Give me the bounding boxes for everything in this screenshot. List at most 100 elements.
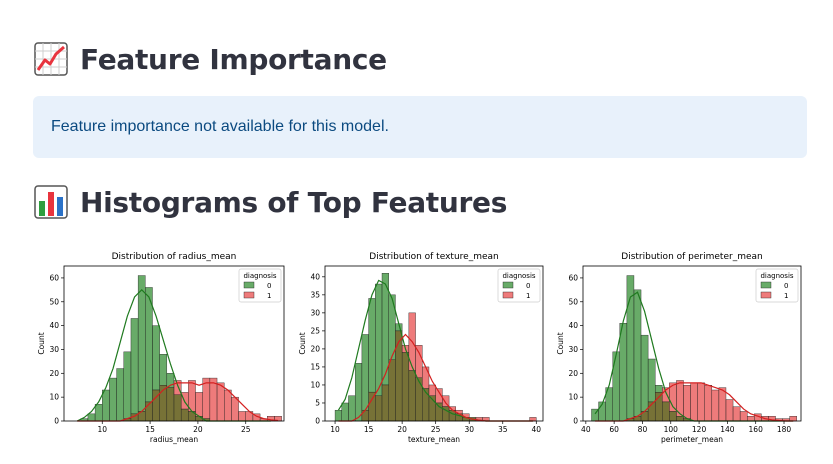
x-tick-label: 40 <box>532 425 542 434</box>
legend: diagnosis 0 1 <box>497 268 541 303</box>
histograms-header: Histograms of Top Features <box>34 185 507 219</box>
bar-diagnosis-0 <box>633 289 642 417</box>
legend-swatch-0 <box>760 281 772 289</box>
alert-text: Feature importance not available for thi… <box>51 118 389 135</box>
x-tick-label: 10 <box>97 425 107 434</box>
bar-overlap <box>388 359 396 422</box>
bar-diagnosis-1 <box>789 416 797 422</box>
legend-swatch-1 <box>243 291 255 299</box>
y-tick-label: 20 <box>310 344 320 353</box>
bar-diagnosis-1 <box>422 366 430 389</box>
bar-diagnosis-0 <box>87 413 96 422</box>
legend-title: diagnosis <box>243 272 276 280</box>
x-tick-label: 60 <box>609 425 619 434</box>
y-tick-label: 10 <box>568 393 578 402</box>
chart-title: Distribution of perimeter_mean <box>621 252 762 262</box>
y-tick-label: 30 <box>310 308 320 317</box>
x-tick-label: 100 <box>664 425 679 434</box>
bar-overlap <box>669 411 677 422</box>
x-tick-label: 180 <box>777 425 792 434</box>
legend-title: diagnosis <box>760 272 793 280</box>
chart-title: Distribution of radius_mean <box>112 252 237 262</box>
bar-overlap <box>435 402 443 422</box>
chart-radius-mean: Distribution of radius_mean 10 15 20 25 0 10 20… <box>36 246 286 456</box>
y-tick-label: 5 <box>315 398 320 407</box>
bar-diagnosis-0 <box>361 334 369 411</box>
x-tick-label: 80 <box>638 425 648 434</box>
legend-swatch-1 <box>760 291 772 299</box>
x-axis-label: radius_mean <box>150 435 198 444</box>
x-tick-label: 15 <box>364 425 374 434</box>
info-alert: Feature importance not available for thi… <box>33 96 807 158</box>
x-tick-label: 20 <box>193 425 203 434</box>
bar-diagnosis-1 <box>209 377 218 422</box>
legend: diagnosis 0 1 <box>238 268 282 303</box>
legend-label-0: 0 <box>267 282 271 290</box>
legend-label-0: 0 <box>526 282 530 290</box>
legend-swatch-1 <box>502 291 514 299</box>
bar-chart-icon <box>34 185 68 219</box>
y-tick-label: 50 <box>49 297 59 306</box>
y-tick-label: 40 <box>310 272 320 281</box>
y-tick-label: 60 <box>49 273 59 282</box>
chart-title: Distribution of texture_mean <box>369 252 498 262</box>
bar-diagnosis-1 <box>224 389 232 422</box>
bar-diagnosis-1 <box>711 389 720 422</box>
chart-perimeter-mean: Distribution of perimeter_mean 40 60 80 100 1… <box>553 246 808 456</box>
bar-diagnosis-0 <box>116 368 124 422</box>
x-tick-label: 15 <box>145 425 155 434</box>
y-axis-label: Count <box>556 332 565 354</box>
y-tick-label: 0 <box>315 417 320 426</box>
bar-diagnosis-1 <box>683 385 691 419</box>
bar-diagnosis-0 <box>159 354 168 386</box>
plot-frame <box>324 265 544 422</box>
y-tick-label: 40 <box>49 321 59 330</box>
legend-label-0: 0 <box>784 282 788 290</box>
x-tick-label: 20 <box>397 425 407 434</box>
bar-diagnosis-1 <box>195 392 203 417</box>
y-tick-label: 40 <box>568 321 578 330</box>
bar-overlap <box>422 388 430 422</box>
feature-importance-header: Feature Importance <box>34 42 387 76</box>
section-title: Feature Importance <box>80 42 387 76</box>
bar-diagnosis-0 <box>354 363 363 422</box>
legend-label-1: 1 <box>784 292 788 300</box>
bar-diagnosis-0 <box>612 351 621 422</box>
kde-diagnosis-1 <box>595 382 794 422</box>
chart-texture-mean: Distribution of texture_mean 10 15 20 25 30 35… <box>295 246 550 456</box>
bar-diagnosis-1 <box>238 411 246 422</box>
legend-swatch-0 <box>243 281 255 289</box>
x-tick-label: 25 <box>241 425 251 434</box>
x-axis-label: texture_mean <box>408 435 460 444</box>
bar-diagnosis-1 <box>415 345 423 378</box>
y-tick-label: 50 <box>568 297 578 306</box>
bar-overlap <box>408 370 416 422</box>
bar-diagnosis-0 <box>375 283 383 396</box>
y-tick-label: 10 <box>49 393 59 402</box>
bar-diagnosis-1 <box>718 387 727 422</box>
y-tick-label: 25 <box>310 326 320 335</box>
bar-overlap <box>401 352 410 422</box>
legend-label-1: 1 <box>267 292 271 300</box>
bar-overlap <box>173 394 182 422</box>
bar-diagnosis-1 <box>690 382 698 422</box>
bar-diagnosis-1 <box>188 380 196 412</box>
chart-increasing-icon <box>34 42 68 76</box>
section-title: Histograms of Top Features <box>80 185 508 219</box>
y-tick-label: 20 <box>568 369 578 378</box>
bar-diagnosis-0 <box>640 334 649 412</box>
y-tick-label: 10 <box>310 380 320 389</box>
x-tick-label: 25 <box>431 425 441 434</box>
bar-overlap <box>395 330 403 422</box>
bar-diagnosis-0 <box>137 275 146 412</box>
bar-diagnosis-1 <box>697 382 705 422</box>
bar-overlap <box>361 409 369 422</box>
legend: diagnosis 0 1 <box>755 268 799 303</box>
bar-diagnosis-0 <box>368 298 376 393</box>
y-tick-label: 15 <box>310 362 320 371</box>
x-tick-label: 40 <box>581 425 591 434</box>
bar-diagnosis-0 <box>130 318 139 415</box>
bar-diagnosis-1 <box>725 399 734 422</box>
bar-overlap <box>180 408 189 422</box>
